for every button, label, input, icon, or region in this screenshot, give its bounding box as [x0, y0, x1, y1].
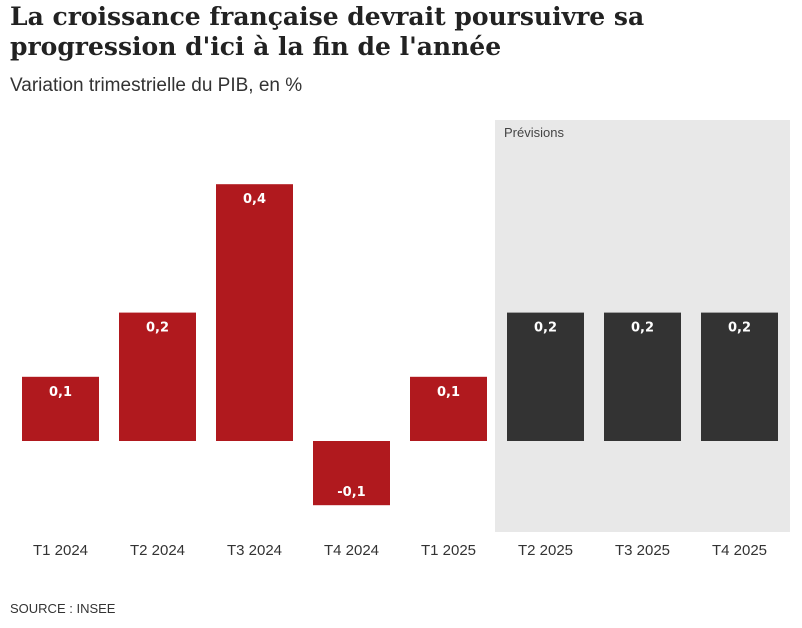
- x-tick-label: T3 2025: [615, 542, 670, 559]
- x-tick-label: T4 2024: [324, 542, 379, 559]
- bar: [119, 312, 196, 441]
- bar: [216, 184, 293, 441]
- x-tick-label: T3 2024: [227, 542, 282, 559]
- bar: [507, 312, 584, 441]
- x-axis-ticks: T1 2024 T2 2024 T3 2024 T4 2024 T1 2025 T2 20…: [33, 542, 767, 559]
- bar: [22, 376, 99, 441]
- chart-source: SOURCE : INSEE: [10, 601, 116, 616]
- forecast-label: Prévisions: [504, 125, 564, 140]
- x-tick-label: T2 2024: [130, 542, 185, 559]
- bar: [313, 441, 390, 506]
- bar-value-label: 0,2: [146, 321, 169, 336]
- bar-value-label: 0,2: [631, 321, 654, 336]
- bars-group: 0,1 0,2 0,4 -0,1 0,1 0,2 0,2 0,2: [22, 184, 778, 506]
- bar-value-label: 0,4: [243, 192, 266, 207]
- bar-value-label: 0,1: [49, 385, 72, 400]
- bar-value-label: 0,2: [534, 321, 557, 336]
- bar-value-label: 0,2: [728, 321, 751, 336]
- x-tick-label: T4 2025: [712, 542, 767, 559]
- x-tick-label: T1 2025: [421, 542, 476, 559]
- x-tick-label: T1 2024: [33, 542, 88, 559]
- x-tick-label: T2 2025: [518, 542, 573, 559]
- bar-value-label: 0,1: [437, 385, 460, 400]
- chart-title: La croissance française devrait poursuiv…: [10, 2, 645, 61]
- chart-subtitle: Variation trimestrielle du PIB, en %: [10, 75, 303, 96]
- bar: [410, 376, 487, 441]
- bar: [701, 312, 778, 441]
- bar: [604, 312, 681, 441]
- bar-value-label: -0,1: [337, 485, 365, 500]
